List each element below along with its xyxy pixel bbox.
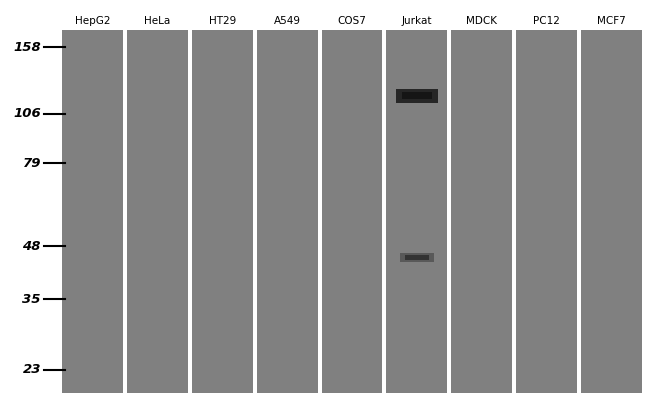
Bar (396, 89, 438, 103)
Text: HeLa: HeLa (144, 16, 170, 26)
Text: Jurkat: Jurkat (402, 16, 432, 26)
Bar (127, 30, 188, 393)
Text: 35: 35 (23, 293, 41, 306)
Bar (581, 30, 642, 393)
Text: 79: 79 (23, 157, 41, 170)
Text: 23: 23 (23, 363, 41, 376)
Bar (257, 30, 318, 393)
Bar (400, 253, 434, 262)
Text: 158: 158 (13, 41, 41, 54)
Bar (405, 255, 428, 260)
Bar (402, 92, 432, 99)
Text: A549: A549 (274, 16, 300, 26)
Bar (322, 30, 382, 393)
Text: HepG2: HepG2 (75, 16, 110, 26)
Text: MCF7: MCF7 (597, 16, 626, 26)
Text: 106: 106 (13, 107, 41, 120)
Bar (516, 30, 577, 393)
Bar (192, 30, 253, 393)
Bar (62, 30, 123, 393)
Text: 48: 48 (23, 240, 41, 253)
Bar (387, 30, 447, 393)
Bar (451, 30, 512, 393)
Text: MDCK: MDCK (466, 16, 497, 26)
Text: HT29: HT29 (209, 16, 236, 26)
Text: PC12: PC12 (533, 16, 560, 26)
Text: COS7: COS7 (337, 16, 367, 26)
